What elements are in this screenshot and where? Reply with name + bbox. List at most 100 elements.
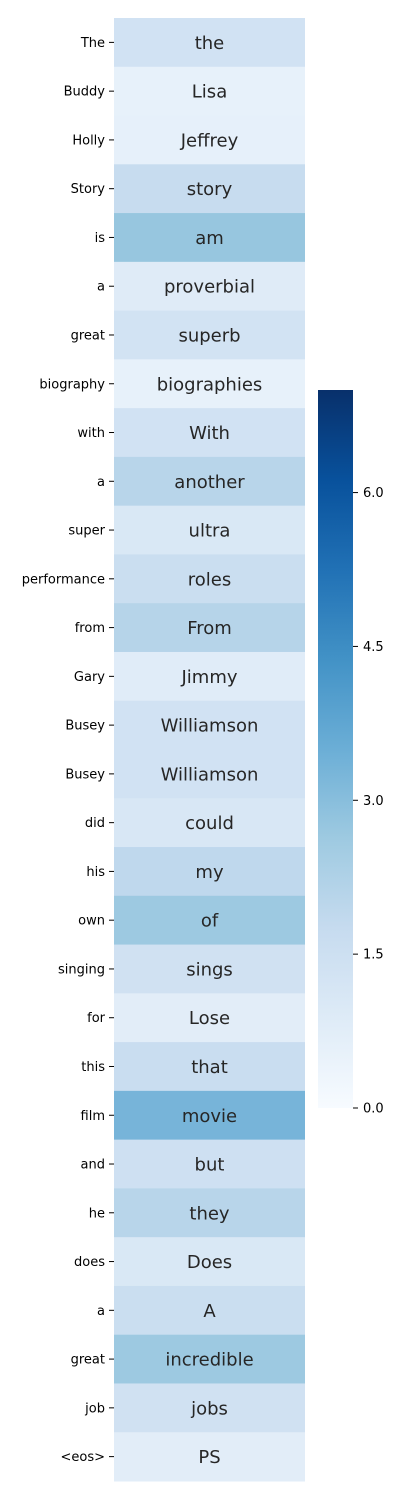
colorbar-tick-label: 1.5	[363, 948, 384, 963]
colorbar-tick-label: 6.0	[363, 486, 384, 501]
cell-annotation: Lose	[189, 1008, 230, 1029]
cell-annotation: could	[185, 813, 234, 834]
row-label: a	[97, 280, 105, 295]
row-label: film	[81, 1109, 105, 1124]
heatmap-cell	[114, 456, 305, 507]
cell-annotation: story	[187, 179, 233, 200]
heatmap-cell	[114, 603, 305, 653]
heatmap-cell	[114, 164, 305, 214]
row-label: is	[95, 231, 106, 246]
cell-annotation: Lisa	[192, 82, 227, 103]
row-label: <eos>	[60, 1450, 105, 1465]
cell-annotation: my	[195, 862, 224, 883]
colorbar-tick-label: 4.5	[363, 640, 384, 655]
row-label: singing	[58, 962, 105, 977]
heatmap-cell	[114, 408, 305, 458]
row-label: does	[74, 1255, 105, 1270]
cell-annotation: another	[174, 472, 245, 493]
heatmap-cell	[114, 1042, 305, 1092]
cell-annotation: superb	[178, 325, 240, 346]
heatmap-cell	[114, 847, 305, 897]
row-label: great	[71, 1353, 105, 1368]
row-label: biography	[39, 377, 105, 392]
colorbar: 0.0 1.5 3.0 4.5 6.0	[318, 390, 384, 1117]
row-label: Buddy	[64, 85, 106, 100]
cell-annotation: incredible	[165, 1350, 253, 1371]
heatmap-cell	[114, 1237, 305, 1287]
heatmap-cell	[114, 359, 305, 409]
cell-annotation: am	[195, 228, 224, 249]
row-label: this	[81, 1060, 105, 1075]
cell-annotation: Jeffrey	[180, 130, 239, 151]
cell-annotation: biographies	[157, 374, 263, 395]
row-label: job	[84, 1401, 105, 1416]
heatmap-cells: the Lisa Jeffrey story am proverbial superb bio…	[114, 18, 305, 1482]
heatmap-cell	[114, 700, 305, 750]
heatmap-cell	[114, 895, 305, 946]
heatmap-cell	[114, 261, 305, 312]
row-label: Holly	[72, 133, 105, 148]
colorbar-tick-label: 0.0	[363, 1102, 384, 1117]
heatmap-cell	[114, 1090, 305, 1141]
heatmap-cell	[114, 66, 305, 117]
row-label: a	[97, 1304, 105, 1319]
colorbar-tick-label: 3.0	[363, 794, 384, 809]
cell-annotation: Jimmy	[180, 667, 237, 688]
heatmap-cell	[114, 993, 305, 1043]
cell-annotation: Williamson	[161, 764, 259, 785]
row-label: own	[78, 914, 105, 929]
heatmap-cell	[114, 554, 305, 604]
cell-annotation: of	[201, 911, 219, 932]
row-label: his	[86, 865, 105, 880]
row-label: for	[87, 1011, 106, 1026]
row-label: super	[68, 524, 105, 539]
cell-annotation: ultra	[189, 521, 231, 542]
row-label: Busey	[65, 719, 105, 734]
cell-annotation: but	[195, 1155, 225, 1176]
heatmap-cell	[114, 1285, 305, 1336]
cell-annotation: A	[203, 1301, 216, 1322]
heatmap-cell	[114, 749, 305, 799]
cell-annotation: From	[187, 618, 232, 639]
row-labels: The Buddy Holly Story is a great biography with a…	[22, 36, 114, 1465]
heatmap-cell	[114, 213, 305, 263]
cell-annotation: that	[191, 1057, 228, 1078]
cell-annotation: jobs	[190, 1398, 228, 1419]
heatmap-cell	[114, 798, 305, 848]
row-label: Busey	[65, 767, 105, 782]
colorbar-gradient	[318, 390, 353, 1108]
heatmap-cell	[114, 115, 305, 165]
heatmap-cell	[114, 944, 305, 994]
heatmap-cell	[114, 1139, 305, 1189]
row-label: The	[80, 36, 105, 51]
row-label: with	[77, 426, 105, 441]
cell-annotation: sings	[186, 959, 233, 980]
row-label: from	[75, 621, 105, 636]
row-label: great	[71, 328, 105, 343]
cell-annotation: the	[195, 33, 225, 54]
heatmap-cell	[114, 310, 305, 360]
cell-annotation: With	[189, 423, 230, 444]
heatmap-cell	[114, 1334, 305, 1384]
heatmap-cell	[114, 651, 305, 702]
row-label: did	[85, 816, 105, 831]
row-label: performance	[22, 572, 105, 587]
heatmap-cell	[114, 1432, 305, 1482]
cell-annotation: they	[189, 1203, 230, 1224]
row-label: a	[97, 475, 105, 490]
row-label: Gary	[74, 670, 105, 685]
cell-annotation: proverbial	[164, 277, 255, 298]
heatmap-cell	[114, 18, 305, 68]
cell-annotation: PS	[198, 1447, 220, 1468]
row-label: he	[89, 1206, 105, 1221]
cell-annotation: Does	[187, 1252, 232, 1273]
heatmap-cell	[114, 505, 305, 555]
row-label: Story	[71, 182, 106, 197]
row-label: and	[81, 1158, 105, 1173]
heatmap-cell	[114, 1188, 305, 1238]
cell-annotation: Williamson	[161, 716, 259, 737]
cell-annotation: roles	[188, 569, 231, 590]
cell-annotation: movie	[182, 1106, 237, 1127]
heatmap-cell	[114, 1383, 305, 1433]
